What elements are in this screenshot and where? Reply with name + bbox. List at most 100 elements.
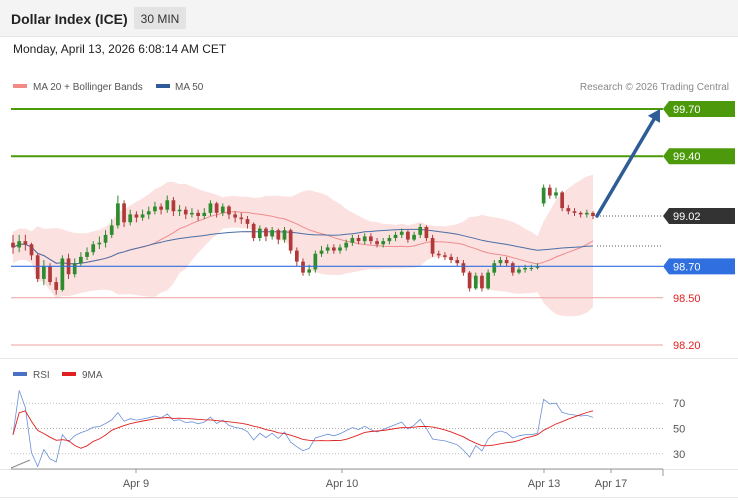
candle xyxy=(29,242,34,261)
candle xyxy=(498,256,503,267)
candle-body xyxy=(202,212,207,216)
rsi-line xyxy=(12,390,594,468)
candle-body xyxy=(276,230,281,240)
candle xyxy=(455,256,460,267)
timeframe-label[interactable]: 30 MIN xyxy=(141,12,180,26)
candle xyxy=(332,244,336,254)
level-98-70: 98.70 xyxy=(11,258,735,275)
candle-body xyxy=(560,192,564,209)
candle xyxy=(214,201,219,218)
candle xyxy=(233,211,237,223)
candle xyxy=(399,228,404,239)
candle-body xyxy=(418,227,423,235)
candle xyxy=(42,260,46,286)
candle-body xyxy=(473,275,478,289)
candle xyxy=(418,223,423,239)
candle-body xyxy=(122,203,126,223)
candle-body xyxy=(455,260,460,264)
candle xyxy=(443,252,447,261)
legend-label-ma50: MA 50 xyxy=(175,82,204,93)
candle-body xyxy=(338,247,342,251)
candle xyxy=(270,227,274,240)
candle xyxy=(208,200,213,216)
candle-body xyxy=(486,272,490,289)
candle xyxy=(239,212,244,224)
candle-body xyxy=(264,228,268,237)
candle xyxy=(406,230,410,243)
level-tag xyxy=(663,148,735,165)
level-98-50: 98.50 xyxy=(11,293,701,305)
candle-body xyxy=(159,206,163,210)
candle xyxy=(294,247,299,267)
legend-swatch-9ma xyxy=(62,372,76,376)
candle xyxy=(547,184,552,199)
candle-body xyxy=(54,282,59,290)
candle-body xyxy=(103,234,108,243)
candle xyxy=(473,272,478,290)
candle-body xyxy=(498,260,503,264)
candle xyxy=(257,225,262,242)
candle xyxy=(190,208,194,218)
candle-body xyxy=(529,267,534,269)
candle xyxy=(134,211,139,223)
candle-body xyxy=(251,223,256,239)
level-tag xyxy=(663,101,735,118)
candle-body xyxy=(128,214,133,223)
candle xyxy=(344,239,349,251)
x-tick-label: Apr 17 xyxy=(595,478,627,490)
candle xyxy=(288,228,293,254)
candle xyxy=(560,190,564,212)
candle-body xyxy=(183,209,188,215)
candle xyxy=(54,277,59,295)
candle xyxy=(97,236,102,250)
candle-body xyxy=(591,212,595,216)
candle-body xyxy=(350,238,355,243)
candle-body xyxy=(541,187,546,204)
candle-body xyxy=(504,260,509,264)
candle-body xyxy=(35,255,40,279)
candle-body xyxy=(301,261,305,273)
candle xyxy=(375,238,379,248)
candle xyxy=(492,260,497,276)
candle-body xyxy=(153,206,157,212)
rsi-corner-mark xyxy=(10,459,31,469)
candle xyxy=(72,258,77,278)
candle xyxy=(116,195,120,229)
candle-body xyxy=(319,250,324,254)
candle xyxy=(325,244,330,254)
legend-label-9ma: 9MA xyxy=(82,370,103,381)
timeframe-badge[interactable] xyxy=(134,7,186,29)
candle-body xyxy=(257,228,262,239)
candle-body xyxy=(436,253,441,256)
candle xyxy=(486,269,490,290)
candle-body xyxy=(171,200,176,212)
candle-body xyxy=(270,230,274,237)
candle-body xyxy=(60,258,65,290)
candle-body xyxy=(480,275,484,289)
candle-body xyxy=(48,266,52,283)
candle xyxy=(35,253,40,283)
candle xyxy=(103,230,108,248)
x-tick-label: Apr 9 xyxy=(123,478,149,490)
candle-body xyxy=(399,231,404,235)
candle-body xyxy=(375,241,379,245)
candle xyxy=(146,206,151,220)
candle xyxy=(227,204,231,220)
candle xyxy=(220,203,225,216)
candle-body xyxy=(282,230,287,240)
candle-body xyxy=(467,272,472,289)
x-axis: Apr 9 Apr 10 Apr 13 Apr 17 xyxy=(123,469,627,490)
candle-body xyxy=(227,206,231,215)
candle xyxy=(424,225,429,242)
candle xyxy=(319,245,324,257)
candle xyxy=(60,255,65,292)
candle-body xyxy=(412,234,416,240)
candle xyxy=(171,197,176,216)
candle-body xyxy=(461,263,466,273)
candle-body xyxy=(547,187,552,196)
candle xyxy=(436,250,441,259)
forecast-arrow-group xyxy=(595,109,660,218)
candle-body xyxy=(134,214,139,218)
candle xyxy=(566,204,571,215)
